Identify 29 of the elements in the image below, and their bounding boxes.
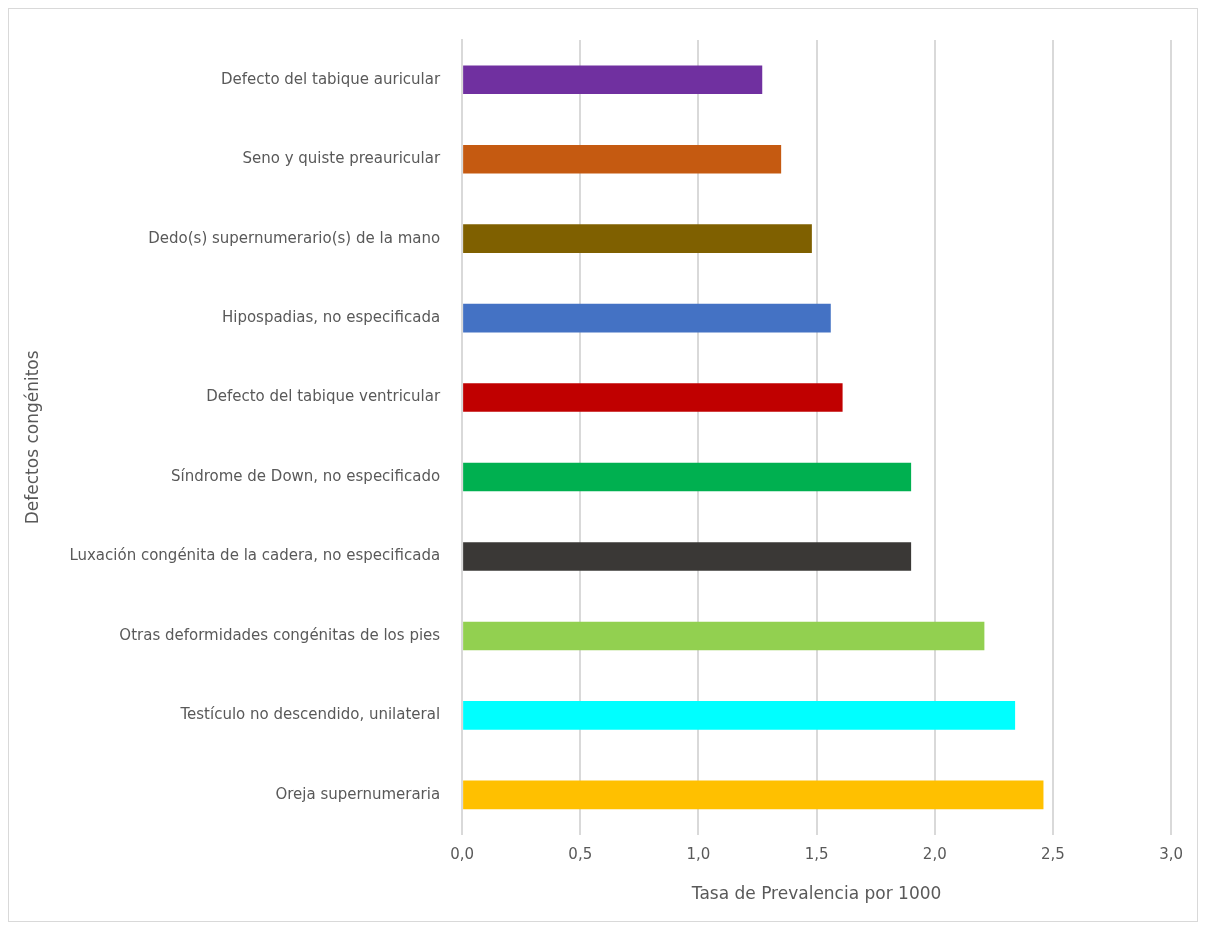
- y-tick-label: Defecto del tabique ventricular: [206, 387, 441, 406]
- bar: [463, 542, 912, 571]
- bar: [463, 383, 843, 412]
- bar: [463, 65, 763, 95]
- x-tick-label: 1,0: [686, 845, 711, 864]
- y-tick-label: Otras deformidades congénitas de los pies: [119, 625, 441, 644]
- x-tick-label: 2,5: [1040, 845, 1065, 864]
- y-tick-label: Seno y quiste preauricular: [242, 149, 441, 168]
- x-tick-label: 0,5: [568, 845, 593, 864]
- bar: [463, 780, 1044, 810]
- y-tick-label: Hipospadias, no especificada: [221, 308, 441, 326]
- bar: [463, 303, 831, 333]
- y-tick-label: Síndrome de Down, no especificado: [170, 466, 441, 485]
- x-tick-label: 3,0: [1159, 845, 1183, 864]
- bar: [463, 701, 1016, 730]
- bar: [463, 621, 985, 651]
- y-tick-label: Defecto del tabique auricular: [220, 69, 441, 88]
- y-tick-label: Dedo(s) supernumerario(s) de la mano: [148, 228, 441, 247]
- bar: [463, 224, 812, 253]
- x-axis-title: Tasa de Prevalencia por 1000: [690, 883, 942, 904]
- y-tick-label: Oreja supernumeraria: [275, 784, 441, 803]
- y-tick-label: Luxación congénita de la cadera, no especificada: [69, 546, 441, 565]
- x-tick-label: 0,0: [450, 845, 475, 864]
- bar: [463, 144, 782, 174]
- x-tick-label: 2,0: [922, 845, 947, 864]
- y-axis-title: Defectos congénitos: [21, 350, 42, 525]
- x-tick-label: 1,5: [804, 845, 829, 864]
- y-tick-label: Testículo no descendido, unilateral: [179, 705, 441, 724]
- bar: [463, 462, 912, 492]
